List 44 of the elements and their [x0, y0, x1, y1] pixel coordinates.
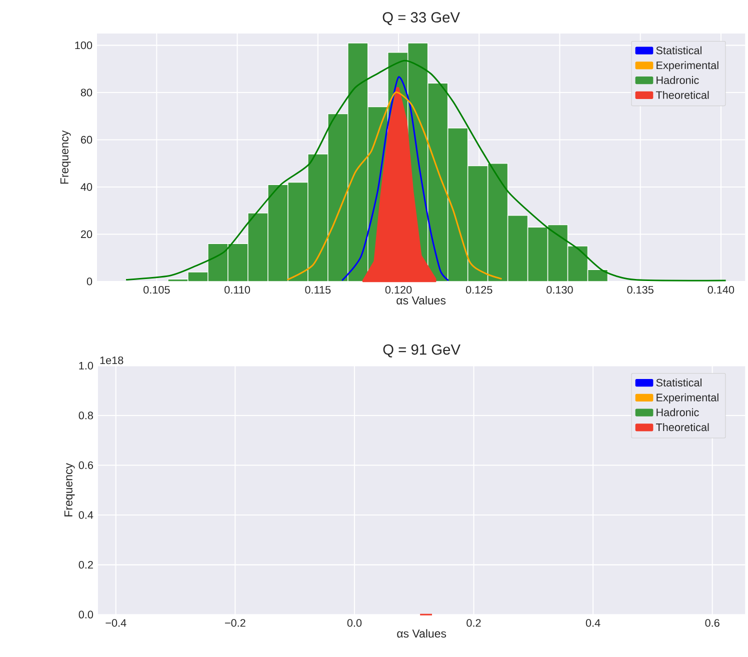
x-axis-title: αs Values [396, 296, 446, 305]
legend-label: Hadronic [656, 76, 699, 84]
x-tick-label: −0.4 [106, 619, 126, 627]
legend-label: Statistical [656, 46, 702, 54]
y-tick-label: 100 [75, 42, 92, 50]
y-tick-label: 1.0 [79, 362, 94, 370]
chart-title: Q = 91 GeV [383, 344, 460, 358]
x-axis-title: αs Values [397, 629, 446, 638]
x-tick-label: 0.140 [708, 286, 734, 294]
x-tick-label: 0.6 [705, 619, 720, 627]
legend-label: Theoretical [656, 423, 709, 432]
line-series [125, 60, 727, 282]
x-tick-label: 0.4 [586, 619, 600, 627]
y-tick-label: 0.8 [78, 412, 93, 420]
x-tick-label: 0.115 [305, 286, 331, 294]
x-tick-label: 0.130 [546, 286, 573, 294]
line-series [286, 92, 502, 281]
x-tick-label: 0.120 [385, 286, 412, 294]
chart-title: Q = 33 GeV [382, 12, 460, 26]
y-axis-title: Frequency [64, 463, 75, 516]
y-axis-title: Frequency [60, 130, 71, 184]
legend-label: Theoretical [656, 91, 709, 100]
y-tick-label: 20 [80, 230, 92, 238]
x-tick-label: 0.105 [144, 286, 170, 294]
x-tick-label: 0.2 [466, 619, 481, 627]
legend-label: Experimental [656, 61, 718, 72]
legend-label: Hadronic [656, 408, 699, 416]
x-tick-label: −0.2 [224, 619, 246, 627]
y-tick-label: 0 [86, 278, 92, 286]
y-tick-label: 0.6 [78, 462, 93, 470]
text: 1e18 [100, 356, 124, 364]
x-tick-label: 0.135 [627, 286, 654, 294]
line-series [341, 76, 450, 282]
legend-label: Experimental [656, 394, 718, 404]
y-tick-label: 60 [81, 136, 92, 144]
y-tick-label: 0.2 [78, 561, 93, 569]
x-tick-label: 0.0 [347, 619, 362, 627]
x-tick-label: 0.125 [466, 286, 492, 294]
legend-label: Statistical [656, 378, 702, 387]
y-tick-label: 0.4 [78, 511, 94, 520]
y-tick-label: 0.0 [78, 610, 94, 619]
y-tick-label: 80 [80, 88, 92, 97]
y-tick-label: 40 [80, 183, 92, 191]
x-tick-label: 0.110 [224, 286, 250, 294]
